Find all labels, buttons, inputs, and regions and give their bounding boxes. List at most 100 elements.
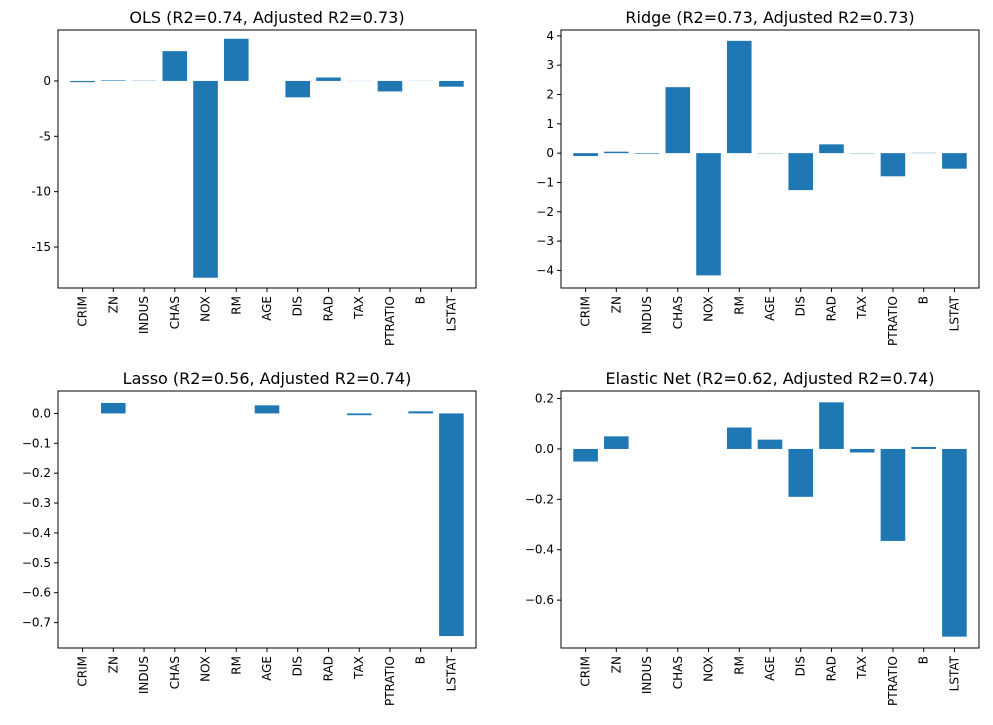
y-tick-label: -15 xyxy=(31,240,51,254)
bar-lstat xyxy=(439,80,464,87)
x-tick-label: LSTAT xyxy=(444,655,458,691)
x-tick-label: INDUS xyxy=(137,296,151,334)
x-tick-label: AGE xyxy=(260,296,274,321)
axes-frame xyxy=(560,29,980,289)
axes-frame xyxy=(560,390,980,649)
bar-ptratio xyxy=(377,80,403,92)
y-tick-label: −2 xyxy=(536,205,554,219)
y-tick-label: 0.0 xyxy=(535,442,554,456)
y-tick-label: 0 xyxy=(43,74,51,88)
x-tick-label: DIS xyxy=(794,296,808,316)
axes-frame xyxy=(57,390,477,649)
bar-ptratio xyxy=(880,153,906,177)
x-tick-label: ZN xyxy=(106,296,120,313)
x-tick-label: TAX xyxy=(855,656,869,680)
bar-zn xyxy=(101,80,126,81)
bar-dis xyxy=(788,448,814,497)
x-tick-label: INDUS xyxy=(640,656,654,694)
bar-nox xyxy=(696,153,721,276)
x-tick-label: RM xyxy=(732,656,746,675)
elastic-net-chart: Elastic Net (R2=0.62, Adjusted R2=0.74) 0… xyxy=(525,369,980,706)
bar-rad xyxy=(316,77,341,81)
y-tick-label: 0 xyxy=(546,146,554,160)
x-tick-label: B xyxy=(414,296,428,304)
bar-dis xyxy=(285,80,311,98)
chart-title: Ridge (R2=0.73, Adjusted R2=0.73) xyxy=(625,8,914,27)
x-tick-label: DIS xyxy=(291,296,305,316)
bar-b xyxy=(911,446,936,449)
bar-lstat xyxy=(942,448,967,637)
x-tick-label: CRIM xyxy=(76,296,90,327)
bar-lstat xyxy=(942,153,967,169)
y-tick-label: 0.0 xyxy=(32,406,51,420)
y-tick-label: −0.4 xyxy=(525,543,554,557)
bar-indus xyxy=(634,153,660,154)
chart-title: OLS (R2=0.74, Adjusted R2=0.73) xyxy=(129,8,404,27)
x-tick-label: AGE xyxy=(763,656,777,681)
x-tick-label: PTRATIO xyxy=(383,296,397,346)
ols-chart: OLS (R2=0.74, Adjusted R2=0.73) 0 -5 -10 -15… xyxy=(31,8,477,346)
y-tick-label: −0.7 xyxy=(22,616,51,630)
bar-crim xyxy=(70,80,95,83)
x-tick-label: B xyxy=(917,296,931,304)
x-tick-label: CHAS xyxy=(671,656,685,689)
bar-age xyxy=(254,405,280,414)
x-tick-label: LSTAT xyxy=(947,295,961,331)
y-tick-label: −0.4 xyxy=(22,526,51,540)
x-tick-label: PTRATIO xyxy=(886,296,900,346)
lasso-chart: Lasso (R2=0.56, Adjusted R2=0.74) 0.0 −0.1… xyxy=(22,369,477,706)
bar-zn xyxy=(604,151,629,154)
x-tick-label: PTRATIO xyxy=(886,656,900,706)
bar-ptratio xyxy=(880,448,906,541)
x-tick-label: AGE xyxy=(763,296,777,321)
bar-rad xyxy=(819,402,844,449)
x-tick-label: ZN xyxy=(106,656,120,673)
x-tick-label: ZN xyxy=(609,296,623,313)
x-tick-label: RAD xyxy=(321,656,335,681)
x-tick-label: CRIM xyxy=(76,656,90,687)
ridge-chart: Ridge (R2=0.73, Adjusted R2=0.73) 4 3 2 1 0 −1… xyxy=(536,8,980,346)
y-tick-label: −0.1 xyxy=(22,436,51,450)
x-tick-label: NOX xyxy=(199,656,213,682)
x-tick-label: TAX xyxy=(352,656,366,680)
x-tick-label: RAD xyxy=(824,656,838,681)
axes-frame xyxy=(57,29,477,289)
bar-rm xyxy=(726,40,752,154)
y-tick-label: 0.2 xyxy=(535,392,554,406)
y-tick-label: −4 xyxy=(536,263,554,277)
y-tick-label: −0.6 xyxy=(525,593,554,607)
x-tick-label: ZN xyxy=(609,656,623,673)
bar-crim xyxy=(573,153,598,157)
y-tick-label: −0.2 xyxy=(22,466,51,480)
bar-rm xyxy=(726,427,752,449)
y-tick-label: −0.5 xyxy=(22,556,51,570)
x-tick-label: NOX xyxy=(702,656,716,682)
x-tick-label: RM xyxy=(229,656,243,675)
x-tick-label: LSTAT xyxy=(444,295,458,331)
bar-age xyxy=(757,439,783,449)
bar-rm xyxy=(223,38,249,81)
y-tick-label: -5 xyxy=(39,129,51,143)
x-tick-label: CHAS xyxy=(168,296,182,329)
x-tick-label: TAX xyxy=(352,296,366,320)
y-tick-label: 1 xyxy=(546,117,554,131)
bar-dis xyxy=(788,153,814,191)
y-tick-label: 2 xyxy=(546,88,554,102)
bar-nox xyxy=(193,80,218,278)
bar-zn xyxy=(604,436,629,449)
x-tick-label: TAX xyxy=(855,296,869,320)
bar-lstat xyxy=(439,413,464,637)
x-tick-label: CHAS xyxy=(168,656,182,689)
bar-b xyxy=(408,411,433,414)
x-tick-label: NOX xyxy=(702,296,716,322)
y-tick-label: −0.3 xyxy=(22,496,51,510)
bar-tax xyxy=(849,448,875,453)
x-tick-label: B xyxy=(917,656,931,664)
y-tick-label: 4 xyxy=(546,29,554,43)
bar-rad xyxy=(819,144,844,154)
x-tick-label: INDUS xyxy=(137,656,151,694)
x-tick-label: RM xyxy=(229,296,243,315)
x-tick-label: CRIM xyxy=(579,656,593,687)
y-tick-label: −0.6 xyxy=(22,586,51,600)
